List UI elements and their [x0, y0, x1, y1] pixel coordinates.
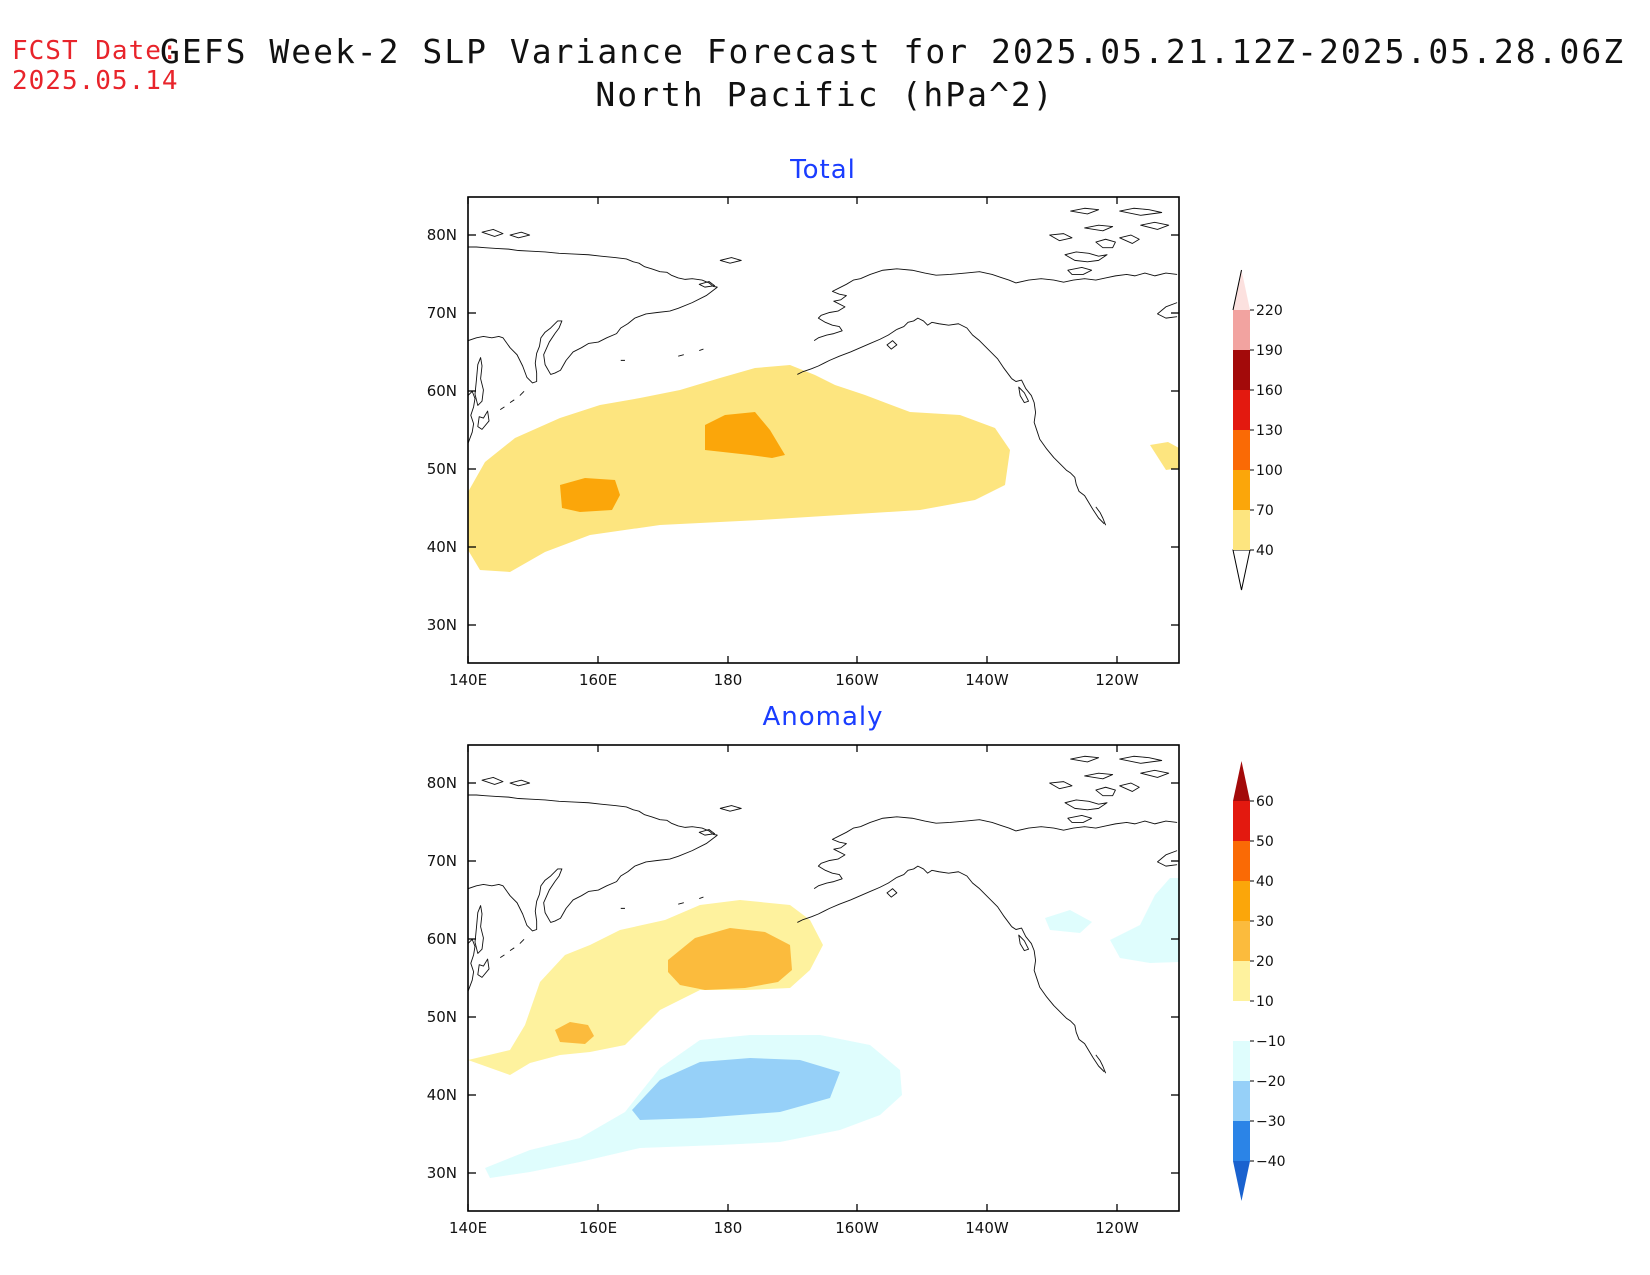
anomaly-lon-label: 120W	[1095, 1219, 1139, 1237]
total-colorbar-box	[1233, 470, 1250, 510]
total-axis-ticks: 140E 160E 180 160W 140W 120W 80N 70N 60N 50N 40N 30…	[427, 197, 1179, 689]
anomaly-lon-label: 160E	[579, 1219, 617, 1237]
fcst-date-block: FCST Date: 2025.05.14	[12, 36, 179, 96]
anomaly-colorbar-box	[1233, 1001, 1250, 1041]
anomaly-colorbar-label: 60	[1256, 794, 1274, 810]
total-lat-label: 30N	[427, 616, 457, 634]
anomaly-region-20-30-main	[668, 928, 792, 990]
anomaly-lon-label: 140E	[449, 1219, 487, 1237]
total-lon-label: 160W	[835, 671, 879, 689]
anomaly-colorbar-label: 30	[1256, 914, 1274, 930]
fcst-date-value: 2025.05.14	[12, 66, 179, 96]
anomaly-colorbar-label: 20	[1256, 954, 1274, 970]
panel-title-total: Total	[789, 155, 856, 185]
anomaly-map-area	[468, 745, 1179, 1211]
anomaly-colorbar-label: −20	[1256, 1074, 1286, 1090]
anomaly-colorbar-label: −10	[1256, 1034, 1286, 1050]
total-colorbar-label: 190	[1256, 343, 1283, 359]
anomaly-map-frame	[467, 744, 1180, 1212]
anomaly-colorbar-label: 50	[1256, 834, 1274, 850]
anomaly-colorbar-label: −30	[1256, 1114, 1286, 1130]
figure-subtitle: North Pacific (hPa^2)	[595, 75, 1055, 114]
anomaly-lon-label: 160W	[835, 1219, 879, 1237]
anomaly-lat-label: 60N	[427, 930, 457, 948]
total-colorbar-label: 220	[1256, 303, 1283, 319]
total-lon-label: 120W	[1095, 671, 1139, 689]
total-colorbar-box	[1233, 390, 1250, 430]
anomaly-region-neg10-20-canada	[1110, 878, 1179, 963]
total-colorbar-label: 100	[1256, 463, 1283, 479]
anomaly-colorbar-top-triangle	[1233, 761, 1250, 801]
total-lat-label: 50N	[427, 460, 457, 478]
total-colorbar: 40 70 100 130 160 190 220	[1232, 269, 1283, 591]
anomaly-colorbar-label: −40	[1256, 1154, 1286, 1170]
anomaly-lat-label: 50N	[427, 1008, 457, 1026]
total-lon-label: 160E	[579, 671, 617, 689]
total-lat-label: 80N	[427, 226, 457, 244]
anomaly-lat-label: 40N	[427, 1086, 457, 1104]
anomaly-region-neg20-30	[632, 1058, 840, 1120]
anomaly-colorbar-box	[1233, 801, 1250, 841]
total-lon-label: 140E	[449, 671, 487, 689]
anomaly-colorbar-box	[1233, 1041, 1250, 1081]
total-colorbar-label: 130	[1256, 423, 1283, 439]
anomaly-colorbar-box	[1233, 1121, 1250, 1161]
total-colorbar-top-triangle	[1233, 270, 1250, 310]
total-region-70-100-west	[560, 478, 620, 512]
total-colorbar-box	[1233, 310, 1250, 350]
anomaly-colorbar: 60 50 40 30 20 10 −10 −20 −30 −40	[1233, 761, 1286, 1201]
total-lat-label: 60N	[427, 382, 457, 400]
total-colorbar-box	[1233, 510, 1250, 550]
anomaly-region-20-30-small	[555, 1022, 594, 1044]
anomaly-lat-label: 30N	[427, 1164, 457, 1182]
total-region-70-100-aleutian	[705, 412, 785, 458]
anomaly-colorbar-box	[1233, 921, 1250, 961]
anomaly-colorbar-label: 40	[1256, 874, 1274, 890]
anomaly-colorbar-box	[1233, 841, 1250, 881]
total-colorbar-label: 160	[1256, 383, 1283, 399]
anomaly-lon-label: 180	[714, 1219, 743, 1237]
anomaly-lon-label: 140W	[965, 1219, 1009, 1237]
total-region-40-70-east	[1150, 442, 1179, 470]
total-colorbar-bottom-triangle	[1232, 549, 1251, 591]
total-colorbar-box	[1233, 430, 1250, 470]
panel-title-anomaly: Anomaly	[762, 702, 883, 732]
anomaly-lat-label: 80N	[427, 774, 457, 792]
total-lat-label: 40N	[427, 538, 457, 556]
total-map-frame	[467, 196, 1180, 664]
anomaly-colorbar-label: 10	[1256, 994, 1274, 1010]
anomaly-region-neg10-20-alaska	[1045, 910, 1092, 933]
anomaly-axis-ticks: 140E 160E 180 160W 140W 120W 80N 70N 60N 50N 40N 30…	[427, 745, 1179, 1237]
anomaly-colorbar-box	[1233, 881, 1250, 921]
anomaly-colorbar-bottom-triangle	[1233, 1161, 1250, 1201]
fcst-date-label: FCST Date:	[12, 36, 179, 66]
total-map-area	[468, 197, 1179, 663]
anomaly-colorbar-box	[1233, 961, 1250, 1001]
total-lon-label: 180	[714, 671, 743, 689]
total-region-40-70-main	[468, 365, 1010, 572]
anomaly-colorbar-box	[1233, 1081, 1250, 1121]
total-lat-label: 70N	[427, 304, 457, 322]
anomaly-lat-label: 70N	[427, 852, 457, 870]
total-lon-label: 140W	[965, 671, 1009, 689]
total-colorbar-label: 40	[1256, 543, 1274, 559]
total-colorbar-box	[1233, 350, 1250, 390]
total-colorbar-label: 70	[1256, 503, 1274, 519]
